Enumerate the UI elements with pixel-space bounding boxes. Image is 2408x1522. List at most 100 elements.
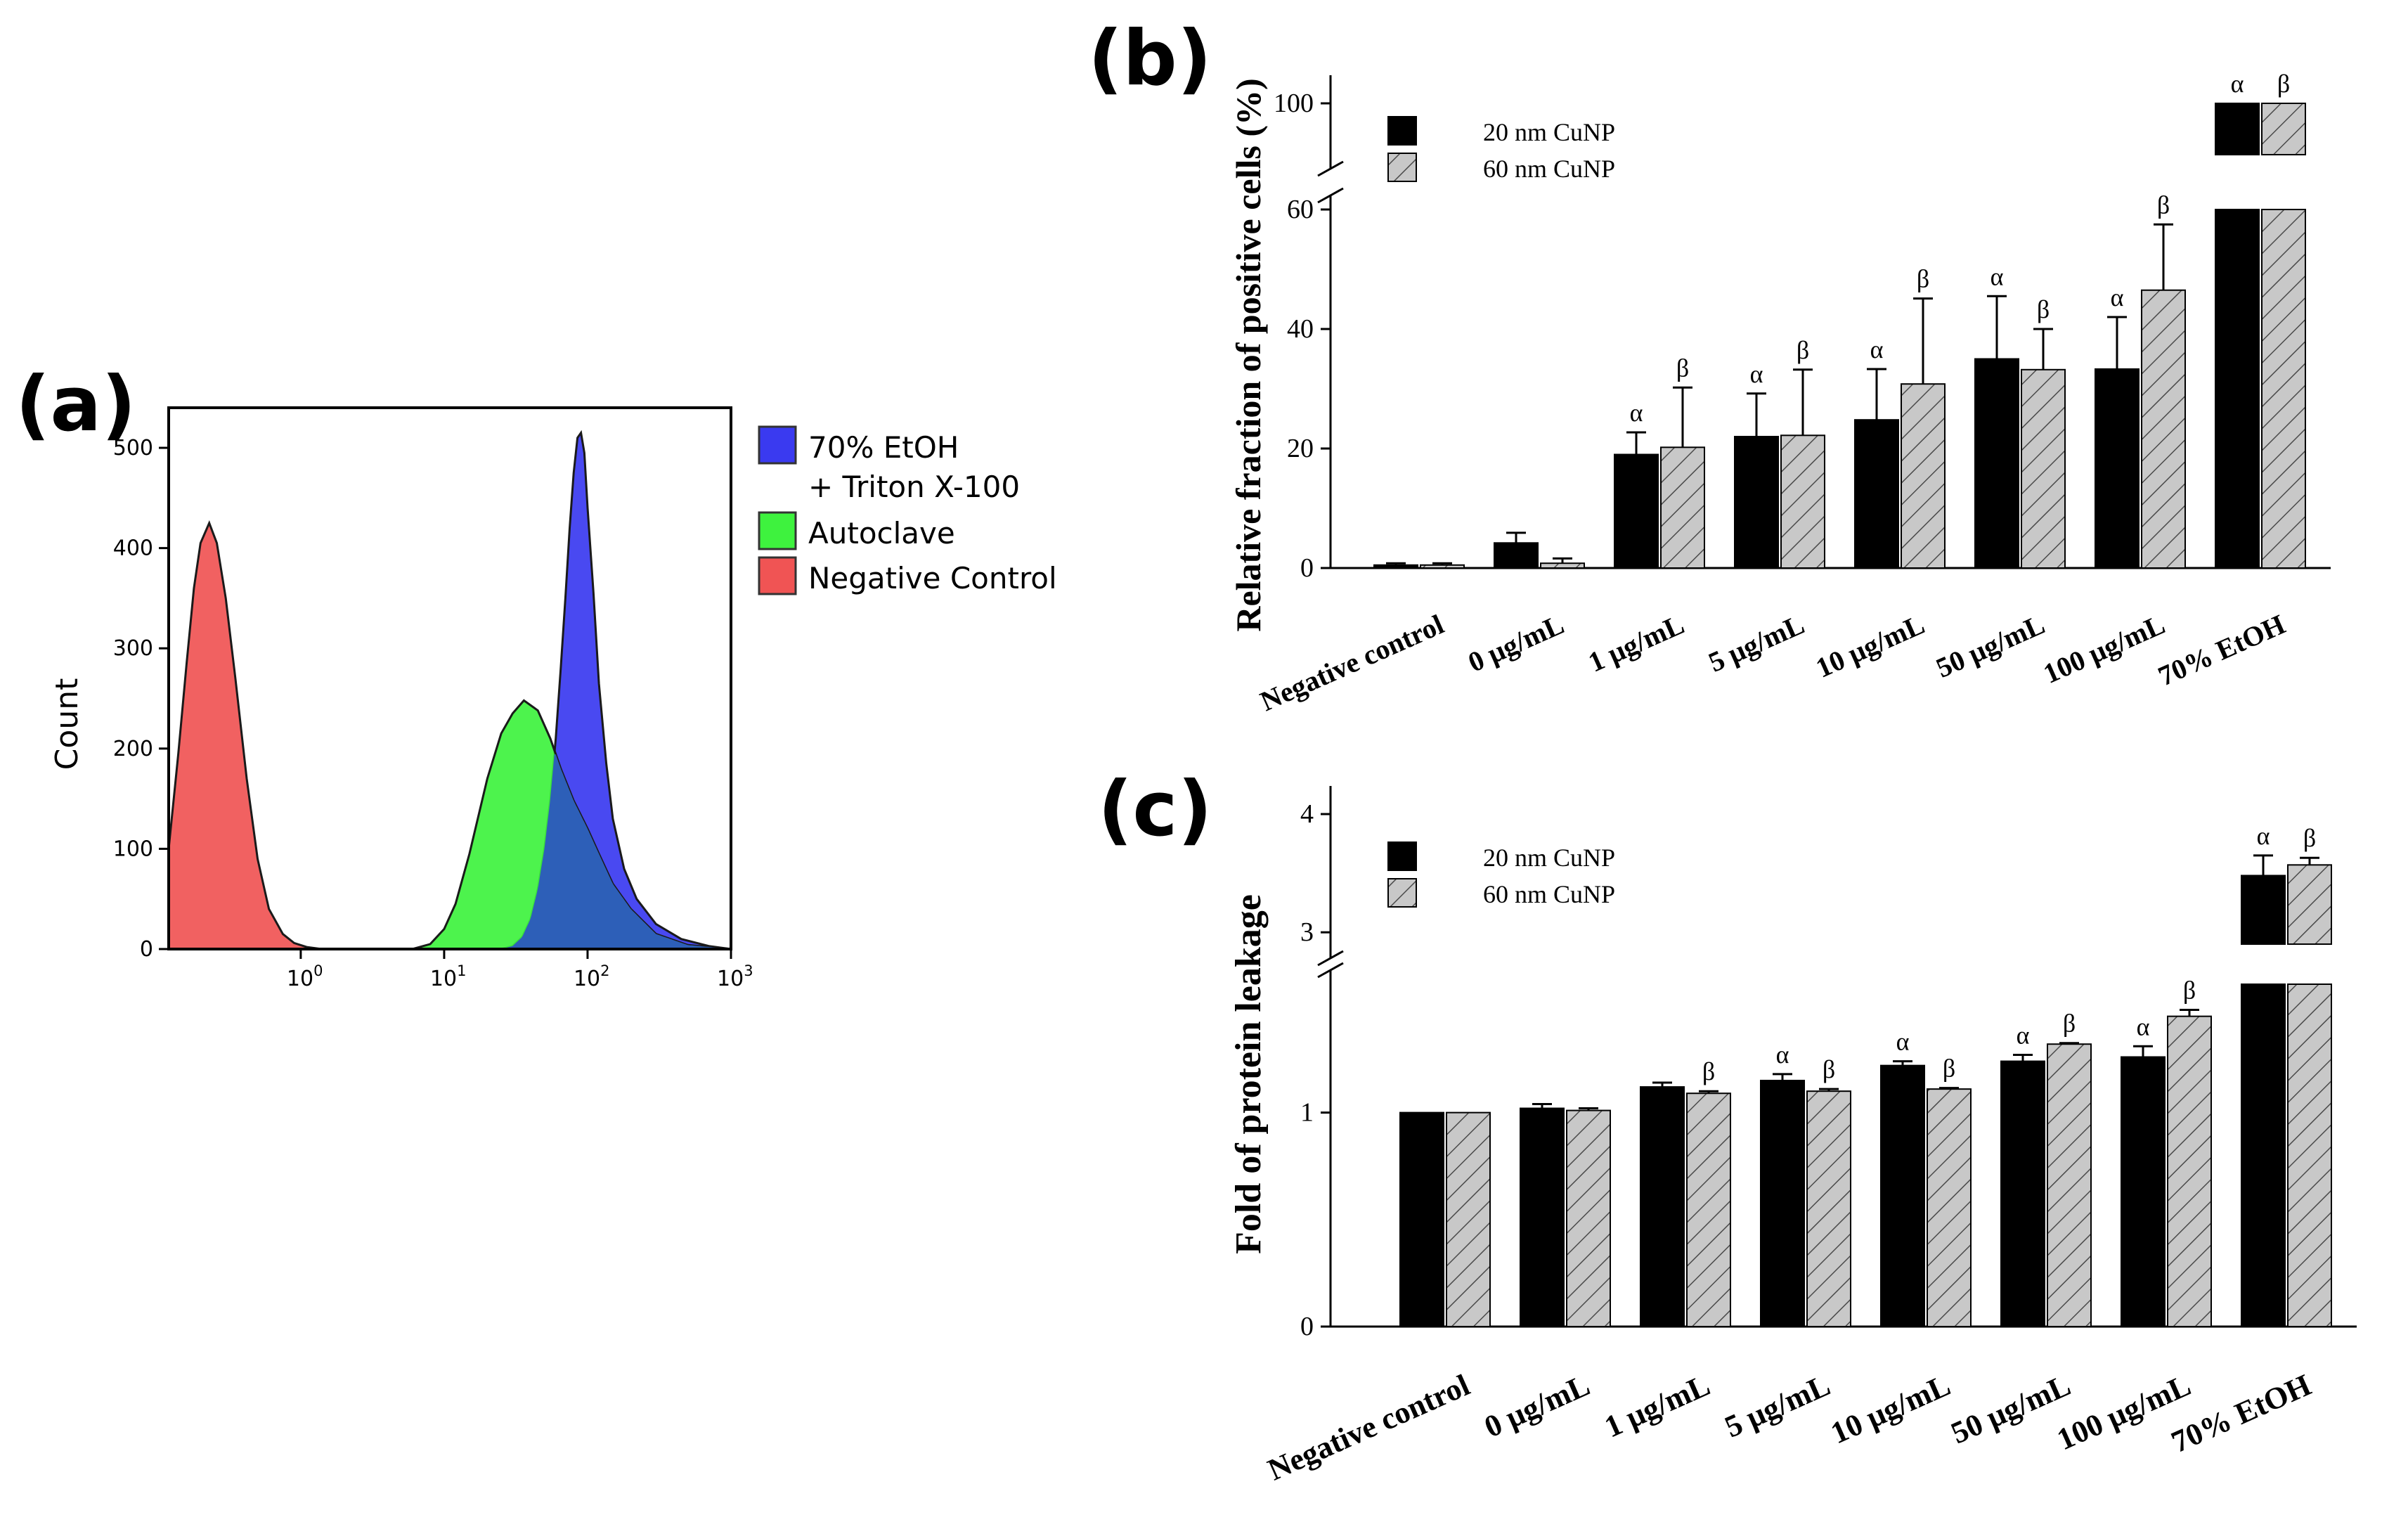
protein-leakage-category-label: 5 μg/mL — [1720, 1367, 1835, 1444]
positive-cells-significance-mark: α — [2231, 70, 2244, 98]
positive-cells-bar-60nm-70-etoh — [2261, 103, 2306, 155]
positive-cells-bar-20nm-10-g-ml — [1854, 419, 1899, 569]
histogram-legend-swatch — [758, 511, 797, 550]
positive-cells-bar-20nm-5-g-ml — [1734, 436, 1779, 569]
positive-cells-bar-20nm-70-etoh — [2215, 103, 2260, 155]
histogram-legend-label: Autoclave — [808, 516, 955, 550]
protein-leakage-significance-mark: β — [2063, 1010, 2076, 1038]
protein-leakage-significance-mark: β — [1943, 1055, 1955, 1083]
histogram-legend: 70% EtOH + Triton X-100 Autoclave Negative … — [758, 425, 1057, 595]
histogram-y-axis-label: Count — [49, 678, 85, 770]
histogram-x-tick-label: 102 — [574, 962, 610, 991]
histogram-x-tick-label: 100 — [287, 962, 323, 991]
positive-cells-y-tick-label: 20 — [1287, 434, 1314, 463]
histogram-legend-label: + Triton X-100 — [808, 470, 1020, 504]
positive-cells-bar-60nm-0-g-ml — [1540, 562, 1585, 569]
protein-leakage-category-label: Negative control — [1262, 1367, 1475, 1487]
positive-cells-y-tick-label: 60 — [1287, 195, 1314, 224]
positive-cells-y-tick-label: 40 — [1287, 314, 1314, 344]
protein-leakage-bar-60nm-0-g-ml — [1566, 1109, 1611, 1328]
protein-leakage-bar-20nm-10-g-ml — [1880, 1064, 1925, 1327]
positive-cells-y-axis-label: Relative fraction of positive cells (%) — [1229, 78, 1268, 631]
histogram-y-tick-label: 100 — [113, 837, 153, 861]
protein-leakage-y-axis-label: Fold of protein leakage — [1229, 894, 1269, 1254]
positive-cells-significance-mark: α — [1630, 399, 1643, 427]
panel-b-label: (b) — [1088, 15, 1212, 103]
protein-leakage-legend-label: 60 nm CuNP — [1483, 880, 1615, 908]
positive-cells-significance-mark: α — [1870, 335, 1884, 363]
histogram-legend-swatch — [758, 425, 797, 465]
protein-leakage-bar-20nm-100-g-ml — [2121, 1056, 2166, 1328]
histogram-legend-label: Negative Control — [808, 561, 1057, 595]
protein-leakage-bar-20nm-negative-control — [1399, 1111, 1444, 1327]
positive-cells-significance-mark: β — [1797, 336, 1809, 364]
histogram-y-tick-label: 200 — [113, 737, 153, 761]
protein-leakage-legend-label: 20 nm CuNP — [1483, 844, 1615, 872]
positive-cells-bar-60nm-1-g-ml — [1660, 446, 1705, 569]
protein-leakage-bar-60nm-70-etoh — [2287, 864, 2332, 946]
histogram-plot-frame — [167, 406, 732, 950]
positive-cells-y-tick-label: 100 — [1274, 89, 1314, 118]
positive-cells-category-label: 50 μg/mL — [1931, 608, 2050, 684]
positive-cells-bar-60nm-negative-control — [1420, 564, 1465, 569]
positive-cells-bar-20nm-1-g-ml — [1614, 453, 1659, 569]
protein-leakage-y-tick-label: 4 — [1300, 799, 1314, 829]
protein-leakage-category-label: 0 μg/mL — [1480, 1367, 1595, 1444]
histogram-legend-swatch — [758, 556, 797, 595]
positive-cells-significance-mark: β — [1917, 265, 1929, 293]
protein-leakage-bar-chart: 0 1 3 4 Negative control 0 μg/mL β 1 μg/mL α β 5 μ… — [1229, 786, 2357, 1488]
protein-leakage-bar-20nm-5-g-ml — [1760, 1079, 1805, 1327]
positive-cells-significance-mark: β — [2037, 295, 2050, 323]
positive-cells-bar-60nm-70-etoh-lower — [2261, 209, 2306, 569]
positive-cells-bar-20nm-100-g-ml — [2095, 368, 2140, 569]
positive-cells-category-label: 70% EtOH — [2154, 608, 2290, 692]
positive-cells-category-label: 1 μg/mL — [1584, 608, 1689, 678]
protein-leakage-axis-break-mark — [1317, 962, 1344, 979]
panel-c-label: (c) — [1098, 766, 1212, 853]
positive-cells-bar-60nm-50-g-ml — [2021, 368, 2066, 569]
positive-cells-significance-mark: β — [2277, 70, 2290, 98]
protein-leakage-category-label: 10 μg/mL — [1826, 1367, 1956, 1450]
protein-leakage-significance-mark: α — [2017, 1021, 2030, 1049]
protein-leakage-bar-20nm-0-g-ml — [1520, 1107, 1565, 1327]
protein-leakage-bar-60nm-1-g-ml — [1686, 1092, 1731, 1327]
positive-cells-category-label: 100 μg/mL — [2038, 608, 2169, 690]
protein-leakage-significance-mark: α — [1776, 1040, 1789, 1069]
positive-cells-legend-swatch — [1387, 153, 1417, 182]
protein-leakage-category-label: 1 μg/mL — [1600, 1367, 1715, 1444]
protein-leakage-category-label: 50 μg/mL — [1946, 1367, 2076, 1450]
protein-leakage-legend-swatch — [1387, 841, 1417, 871]
protein-leakage-bar-20nm-70-etoh-lower — [2241, 984, 2286, 1327]
protein-leakage-significance-mark: α — [2137, 1012, 2150, 1040]
protein-leakage-bar-20nm-50-g-ml — [2000, 1060, 2045, 1327]
histogram-overlap-region — [501, 754, 731, 949]
positive-cells-bar-60nm-5-g-ml — [1780, 434, 1825, 569]
histogram-y-tick-label: 300 — [113, 636, 153, 661]
histogram-x-tick-label: 101 — [430, 962, 467, 991]
histogram-series-negative-control — [167, 520, 322, 950]
histogram-x-tick-label: 103 — [717, 962, 753, 991]
positive-cells-bar-20nm-50-g-ml — [1974, 358, 2019, 569]
protein-leakage-significance-mark: β — [2303, 824, 2316, 852]
protein-leakage-significance-mark: α — [2257, 822, 2270, 850]
positive-cells-significance-mark: β — [1676, 354, 1689, 382]
positive-cells-significance-mark: α — [1750, 360, 1763, 388]
positive-cells-legend-label: 20 nm CuNP — [1483, 118, 1615, 146]
positive-cells-significance-mark: α — [1991, 262, 2004, 290]
protein-leakage-bar-60nm-10-g-ml — [1927, 1088, 1972, 1328]
positive-cells-legend-swatch — [1387, 116, 1417, 146]
positive-cells-bar-20nm-70-etoh-lower — [2215, 209, 2260, 569]
histogram-y-tick-label: 500 — [113, 436, 153, 460]
protein-leakage-bar-60nm-negative-control — [1446, 1111, 1491, 1327]
protein-leakage-significance-mark: α — [1896, 1028, 1910, 1056]
protein-leakage-axis-break-mark — [1317, 950, 1344, 967]
positive-cells-category-label: 5 μg/mL — [1704, 608, 1809, 678]
positive-cells-bar-chart: 0 20 40 60 100 Negative control 0 μg/mL α β 1 μg/… — [1229, 70, 2331, 717]
panel-a-label: (a) — [15, 361, 136, 449]
positive-cells-bar-60nm-100-g-ml — [2141, 289, 2186, 569]
protein-leakage-significance-mark: β — [1702, 1057, 1715, 1085]
positive-cells-significance-mark: α — [2111, 283, 2124, 311]
histogram-chart: 0 100 200 300 400 500 100 101 102 103 Count 70% E… — [49, 406, 1057, 991]
protein-leakage-category-label: 70% EtOH — [2166, 1367, 2316, 1459]
positive-cells-category-label: 0 μg/mL — [1463, 608, 1569, 678]
